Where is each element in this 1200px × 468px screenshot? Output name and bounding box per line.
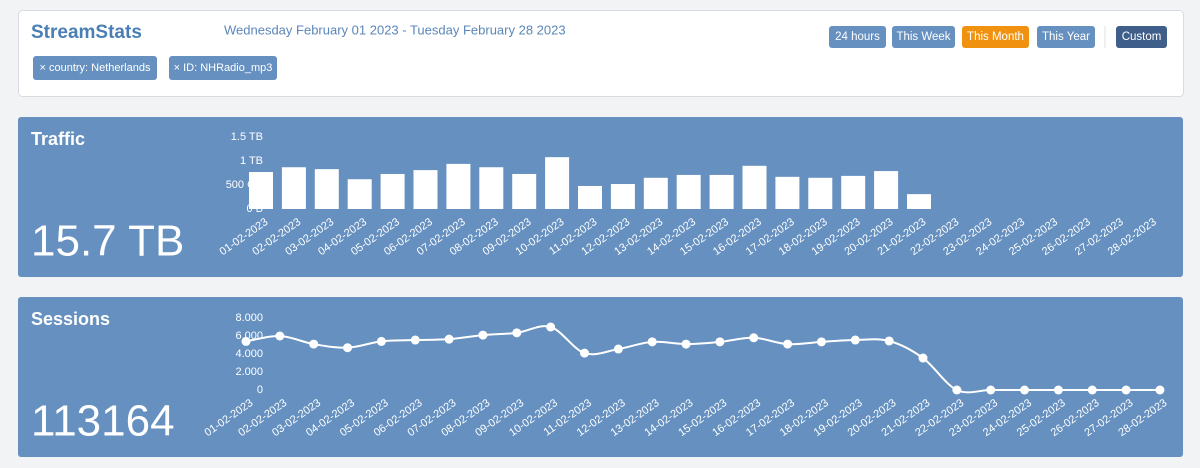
bar xyxy=(841,175,866,209)
bar xyxy=(281,167,306,209)
panel-title: Traffic xyxy=(31,129,85,149)
point xyxy=(749,333,759,343)
bar xyxy=(709,174,734,209)
point xyxy=(816,337,826,347)
app-title: StreamStats xyxy=(31,22,142,43)
y-tick-label: 8.000 xyxy=(235,312,263,324)
bar xyxy=(380,173,405,209)
bar xyxy=(249,172,273,209)
range-button[interactable] xyxy=(962,26,1029,48)
range-button-label[interactable]: This Week xyxy=(896,31,950,43)
bar xyxy=(907,194,931,209)
point xyxy=(580,348,589,358)
point xyxy=(376,336,386,346)
range-button-label[interactable]: Custom xyxy=(1122,31,1162,43)
date-range: Wednesday February 01 2023 - Tuesday Feb… xyxy=(224,22,566,37)
line xyxy=(245,325,1160,394)
range-button-label[interactable]: 24 hours xyxy=(835,31,880,43)
point xyxy=(1053,385,1063,395)
point xyxy=(1155,385,1165,395)
bar xyxy=(808,177,833,209)
bar xyxy=(578,185,602,209)
point xyxy=(613,344,623,354)
bar xyxy=(742,165,767,209)
bar xyxy=(347,179,372,209)
point xyxy=(309,339,319,349)
bar xyxy=(512,173,537,209)
y-tick-label: 1 TB xyxy=(240,155,263,167)
range-button[interactable] xyxy=(892,26,955,48)
point xyxy=(986,385,996,395)
point xyxy=(1121,385,1131,395)
point xyxy=(546,322,556,332)
point xyxy=(681,339,691,349)
filter-chip[interactable] xyxy=(169,56,277,80)
y-tick-label: 4.000 xyxy=(235,348,263,360)
point xyxy=(478,330,488,340)
bar xyxy=(643,177,668,209)
bar xyxy=(446,163,471,209)
point xyxy=(343,343,353,353)
point xyxy=(1087,385,1097,395)
filter-label[interactable]: × country: Netherlands xyxy=(40,62,151,74)
point xyxy=(884,336,894,346)
point xyxy=(647,337,657,347)
range-button-label[interactable]: This Year xyxy=(1042,31,1090,43)
point xyxy=(444,334,454,344)
point xyxy=(410,335,420,345)
point xyxy=(783,339,793,349)
point xyxy=(275,331,285,341)
header-card xyxy=(18,10,1184,97)
bar xyxy=(545,157,570,209)
bar xyxy=(479,167,504,209)
range-button[interactable] xyxy=(829,26,886,48)
range-button[interactable] xyxy=(1116,26,1167,48)
point xyxy=(952,385,962,395)
panel-total: 113164 xyxy=(31,397,175,446)
filter-chip[interactable] xyxy=(33,56,157,80)
panel-title: Sessions xyxy=(31,309,110,329)
point xyxy=(1020,385,1030,395)
point xyxy=(918,353,928,363)
bar xyxy=(610,184,635,209)
bar xyxy=(413,170,438,209)
y-tick-label: 1.5 TB xyxy=(231,131,263,143)
bar xyxy=(676,174,701,209)
bar xyxy=(314,169,339,209)
sessions-card xyxy=(18,297,1183,457)
range-button[interactable] xyxy=(1037,26,1095,48)
filter-label[interactable]: × ID: NHRadio_mp3 xyxy=(174,62,273,74)
point xyxy=(241,336,251,346)
y-tick-label: 0 xyxy=(257,384,263,396)
bar xyxy=(874,171,899,209)
point xyxy=(512,328,522,338)
point xyxy=(715,337,725,347)
point xyxy=(850,335,860,345)
y-tick-label: 2.000 xyxy=(235,366,263,378)
panel-total: 15.7 TB xyxy=(31,217,184,266)
bar xyxy=(775,176,800,209)
range-button-label[interactable]: This Month xyxy=(967,31,1024,43)
